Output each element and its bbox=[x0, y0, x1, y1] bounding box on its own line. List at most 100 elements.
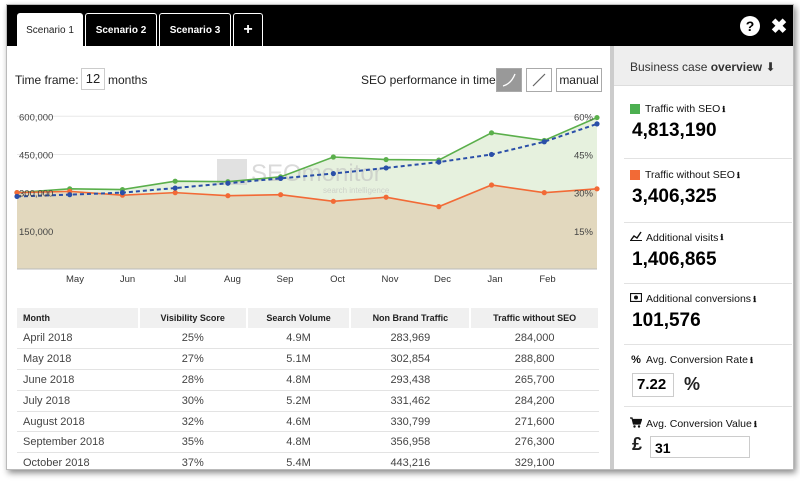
data-point[interactable] bbox=[278, 192, 284, 198]
curve-mode-button[interactable] bbox=[496, 68, 522, 92]
data-point[interactable] bbox=[383, 165, 389, 171]
metric-avg-conversion-rate: % Avg. Conversion Rate ℹ bbox=[630, 354, 790, 366]
close-icon[interactable]: ✖ bbox=[770, 15, 788, 38]
table-cell: 265,700 bbox=[470, 369, 599, 391]
linear-icon bbox=[532, 73, 546, 87]
y-tick-label: 450,000 bbox=[19, 150, 53, 161]
seo-performance-label: SEO performance in time: bbox=[361, 73, 500, 87]
metric-traffic-without-seo: Traffic without SEO ℹ 3,406,325 bbox=[630, 169, 790, 208]
divider bbox=[624, 283, 792, 284]
sidebar-title-prefix: Business case bbox=[630, 60, 708, 74]
info-icon[interactable]: ℹ bbox=[753, 419, 757, 429]
data-point[interactable] bbox=[67, 192, 73, 198]
data-point[interactable] bbox=[436, 204, 442, 210]
data-point[interactable] bbox=[330, 198, 336, 204]
table-cell: 284,000 bbox=[470, 328, 599, 350]
table-cell: 288,800 bbox=[470, 348, 599, 371]
data-point[interactable] bbox=[14, 193, 20, 200]
info-icon[interactable]: ℹ bbox=[720, 233, 724, 242]
y-tick-label: 600,000 bbox=[19, 112, 53, 123]
x-tick-label: May bbox=[66, 274, 84, 285]
table-cell: October 2018 bbox=[17, 452, 139, 469]
table-cell: 271,600 bbox=[470, 411, 599, 433]
timeframe-label: Time frame: bbox=[15, 73, 79, 87]
table-cell: 5.2M bbox=[246, 390, 351, 412]
col-month: Month bbox=[17, 308, 140, 328]
conversion-rate-input[interactable]: 7.22 bbox=[632, 373, 674, 397]
data-point[interactable] bbox=[225, 180, 231, 186]
info-icon[interactable]: ℹ bbox=[736, 170, 740, 180]
tab-scenario-1[interactable]: Scenario 1 bbox=[17, 13, 83, 46]
info-icon[interactable]: ℹ bbox=[722, 104, 726, 114]
y2-tick-label: 60% bbox=[574, 112, 594, 123]
manual-mode-button[interactable]: manual bbox=[556, 68, 602, 92]
data-point[interactable] bbox=[278, 175, 284, 181]
data-point[interactable] bbox=[225, 193, 231, 199]
data-point[interactable] bbox=[488, 182, 495, 188]
data-point[interactable] bbox=[172, 185, 178, 191]
table-cell: May 2018 bbox=[17, 348, 139, 371]
data-point[interactable] bbox=[330, 154, 336, 160]
data-point[interactable] bbox=[383, 194, 389, 200]
metric-avg-conversion-value: Avg. Conversion Value ℹ bbox=[630, 417, 790, 431]
data-point[interactable] bbox=[14, 190, 20, 196]
table-row: October 2018 37% 5.4M 443,216 329,100 bbox=[17, 452, 599, 469]
divider bbox=[624, 158, 792, 159]
y2-tick-label: 15% bbox=[574, 227, 594, 238]
table-cell: 35% bbox=[138, 431, 247, 454]
data-point[interactable] bbox=[594, 114, 600, 121]
col-non-brand-traffic: Non Brand Traffic bbox=[350, 308, 472, 328]
download-icon[interactable]: ⬇ bbox=[765, 60, 776, 74]
y2-tick-label: 30% bbox=[574, 189, 594, 200]
x-tick-label: Jul bbox=[174, 274, 186, 285]
y-tick-label: 150,000 bbox=[19, 227, 53, 238]
cart-icon bbox=[630, 417, 643, 431]
metric-label: Traffic without SEO bbox=[645, 169, 735, 181]
data-point[interactable] bbox=[172, 190, 178, 196]
sidebar-header: Business case overview ⬇ bbox=[614, 46, 793, 86]
table-cell: 37% bbox=[138, 452, 247, 469]
x-tick-label: Aug bbox=[224, 274, 241, 285]
tab-scenario-3[interactable]: Scenario 3 bbox=[159, 13, 231, 46]
linear-mode-button[interactable] bbox=[526, 68, 552, 92]
col-traffic-without-seo: Traffic without SEO bbox=[470, 308, 600, 328]
timeframe-unit: months bbox=[108, 73, 148, 87]
conversion-value-input[interactable]: 31 bbox=[650, 436, 750, 458]
data-point[interactable] bbox=[541, 139, 547, 145]
tab-scenario-2[interactable]: Scenario 2 bbox=[85, 13, 157, 46]
x-tick-label: Jan bbox=[487, 274, 502, 285]
table-cell: 293,438 bbox=[350, 369, 471, 391]
x-tick-label: Nov bbox=[382, 274, 399, 285]
data-point[interactable] bbox=[594, 121, 600, 127]
data-point[interactable] bbox=[541, 190, 547, 196]
orange-square-icon bbox=[630, 170, 640, 180]
table-row: July 2018 30% 5.2M 331,462 284,200 bbox=[17, 390, 599, 412]
series-line-0 bbox=[16, 116, 598, 194]
metric-value: 101,576 bbox=[632, 310, 701, 331]
metric-traffic-with-seo: Traffic with SEO ℹ 4,813,190 bbox=[630, 103, 790, 142]
table-row: June 2018 28% 4.8M 293,438 265,700 bbox=[17, 369, 599, 391]
help-icon[interactable]: ? bbox=[740, 16, 760, 36]
data-point[interactable] bbox=[488, 130, 495, 136]
sidebar-title-bold: overview bbox=[710, 60, 763, 74]
add-scenario-button[interactable]: + bbox=[233, 13, 263, 46]
table-cell: 331,462 bbox=[350, 390, 471, 412]
data-point[interactable] bbox=[383, 156, 389, 163]
data-point[interactable] bbox=[594, 186, 600, 192]
divider bbox=[624, 222, 792, 223]
traffic-without-seo-area bbox=[17, 185, 597, 269]
data-point[interactable] bbox=[488, 151, 495, 158]
table-cell: 25% bbox=[138, 328, 247, 350]
x-tick-label: Oct bbox=[330, 274, 345, 285]
series-line-1 bbox=[16, 184, 598, 208]
data-point[interactable] bbox=[119, 190, 126, 196]
table-cell: 329,100 bbox=[470, 452, 599, 469]
data-point[interactable] bbox=[436, 159, 442, 165]
metric-value: 3,406,325 bbox=[632, 186, 717, 207]
info-icon[interactable]: ℹ bbox=[753, 294, 757, 304]
metric-additional-visits: Additional visits ℹ 1,406,865 bbox=[630, 231, 790, 271]
data-point[interactable] bbox=[330, 170, 336, 177]
timeframe-input[interactable]: 12 bbox=[81, 68, 105, 90]
data-point[interactable] bbox=[172, 178, 178, 184]
info-icon[interactable]: ℹ bbox=[749, 355, 753, 365]
